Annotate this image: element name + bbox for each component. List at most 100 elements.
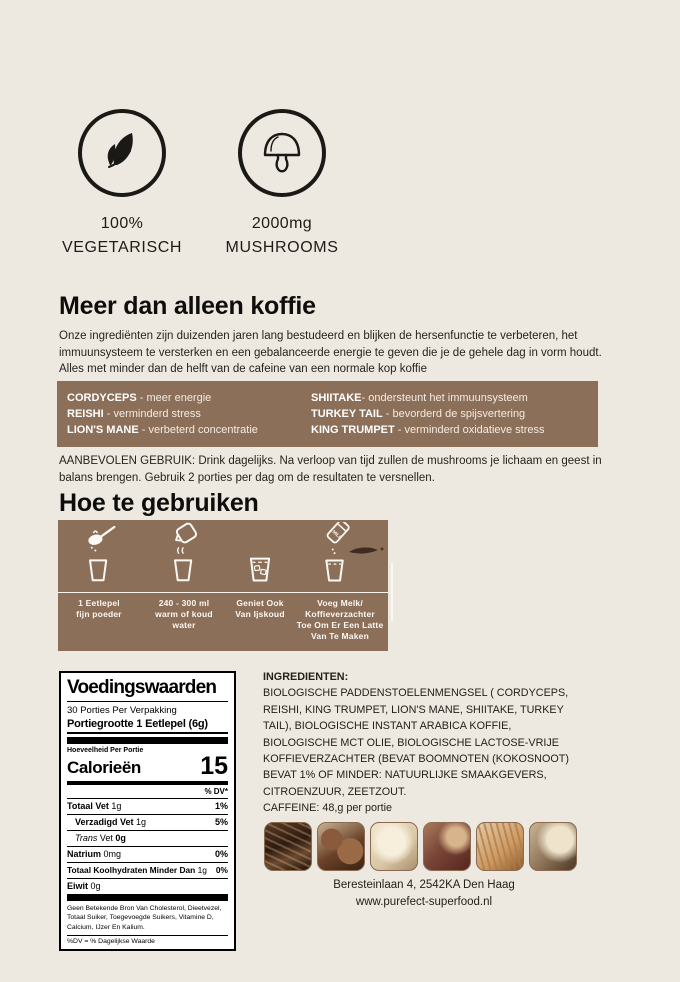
serving-size: Portiegrootte 1 Eetlepel (6g) [67, 717, 228, 735]
badge-mushrooms: 2000mg MUSHROOMS [196, 109, 368, 257]
nutrition-row-total-fat: Totaal Vet 1g 1% [67, 797, 228, 814]
row-percent: 0% [214, 849, 228, 860]
benefits-right-column: SHIITAKE- ondersteunt het immuunsysteem … [311, 390, 588, 438]
row-text: 1g [133, 817, 147, 828]
nutrition-facts-label: Voedingswaarden 30 Porties Per Verpakkin… [59, 671, 236, 952]
website-link[interactable]: www.purefect-superfood.nl [355, 895, 493, 908]
row-text: Vet [97, 833, 116, 844]
row-bold: Totaal Koolhydraten Minder Dan [67, 865, 196, 876]
steps-divider [58, 592, 388, 593]
benefit-lions-mane: LION'S MANE - verbeterd concentratie [67, 422, 311, 438]
ingredients-block: INGREDIENTEN: BIOLOGISCHE PADDENSTOELENM… [263, 669, 607, 817]
row-text: 1g [195, 865, 207, 876]
divider-medium [67, 780, 228, 785]
dv-header: % DV* [204, 786, 228, 796]
decorative-line [391, 563, 393, 621]
step-captions-row: 1 Eetlepel fijn poeder 240 - 300 ml warm… [58, 593, 388, 642]
calories-label: Calorieën [67, 757, 141, 777]
footer: Beresteinlaan 4, 2542KA Den Haag www.pur… [244, 877, 604, 910]
badge-vegetarian: 100% VEGETARISCH [36, 109, 208, 257]
nutrition-row-trans-fat: Trans Vet 0g [67, 829, 228, 846]
spoon-powder-icon [58, 522, 140, 588]
how-to-heading: Hoe te gebruiken [59, 489, 259, 517]
row-text: 0mg [101, 849, 122, 860]
usage-note: AANBEVOLEN GEBRUIK: Drink dagelijks. Na … [59, 455, 602, 484]
benefit-name: CORDYCEPS [67, 392, 137, 404]
servings-per-pack: 30 Porties Per Verpakking [67, 704, 177, 716]
ingredients-body: BIOLOGISCHE PADDENSTOELENMENGSEL ( CORDY… [263, 687, 569, 815]
turkey-tail-photo [264, 822, 312, 871]
benefits-left-column: CORDYCEPS - meer energie REISHI - vermin… [67, 390, 311, 438]
step-icons-row: MILK [58, 520, 388, 592]
nutrition-row-carbs: Totaal Koolhydraten Minder Dan 1g 0% [67, 861, 228, 878]
row-text: 1g [108, 801, 122, 812]
benefits-banner: CORDYCEPS - meer energie REISHI - vermin… [57, 381, 598, 447]
row-percent: 0% [215, 865, 228, 876]
row-bold: Verzadigd Vet [75, 817, 134, 828]
row-bold: Totaal Vet [67, 801, 109, 812]
benefit-shiitake: SHIITAKE- ondersteunt het immuunsysteem [311, 390, 588, 406]
benefit-name: REISHI [67, 408, 104, 420]
nutrition-row-protein: Eiwit 0g [67, 877, 228, 894]
badge-label: VEGETARISCH [61, 239, 183, 256]
calories-row: Calorieën 15 [67, 752, 228, 781]
badge-label: MUSHROOMS [225, 239, 339, 256]
page-title: Meer dan alleen koffie [59, 292, 316, 320]
dv-note: %DV = % Dagelijkse Waarde [67, 935, 228, 945]
benefit-turkey-tail: TURKEY TAIL - bevorderd de spijsverterin… [311, 406, 588, 422]
benefit-desc: - bevorderd de spijsvertering [382, 408, 526, 420]
leaf-icon [107, 133, 133, 168]
mushroom-icon [263, 132, 301, 173]
row-italic: Trans [75, 833, 98, 844]
benefit-name: TURKEY TAIL [311, 408, 383, 420]
row-bold: Natrium [67, 849, 102, 860]
benefit-cordyceps: CORDYCEPS - meer energie [67, 390, 311, 406]
step-caption-1: 1 Eetlepel fijn poeder [76, 598, 122, 620]
iced-cup-icon [228, 522, 292, 588]
row-text: 0g [88, 881, 101, 892]
benefit-desc: - meer energie [136, 392, 212, 404]
benefit-desc: - ondersteunt het immuunsysteem [361, 392, 528, 404]
ingredients-heading: INGREDIENTEN: [263, 671, 349, 683]
benefit-desc: - verminderd oxidatieve stress [394, 424, 545, 436]
divider [67, 700, 228, 702]
row-bold-qty: 0g [115, 833, 126, 844]
shiitake-photo [317, 822, 365, 871]
benefit-name: KING TRUMPET [311, 424, 395, 436]
row-percent: 5% [214, 817, 228, 828]
benefit-desc: - verminderd stress [103, 408, 201, 420]
benefit-name: SHIITAKE [311, 392, 362, 404]
cordyceps-photo [476, 822, 524, 871]
benefit-desc: - verbeterd concentratie [138, 424, 258, 436]
svg-text:MILK: MILK [331, 529, 343, 541]
nutrition-footnote: Geen Betekende Bron Van Cholesterol, Die… [67, 904, 222, 931]
maitake-photo [529, 822, 577, 871]
step-caption-3: Geniet Ook Van Ijskoud [235, 598, 285, 620]
divider-thick [67, 893, 228, 901]
address-line: Beresteinlaan 4, 2542KA Den Haag [333, 879, 515, 891]
row-bold: Eiwit [67, 881, 89, 892]
benefit-name: LION'S MANE [67, 424, 139, 436]
step-caption-4: Voeg Melk/ Koffieverzachter Toe Om Er Ee… [296, 598, 384, 642]
step-caption-2: 240 - 300 ml warm of koud water [155, 598, 213, 631]
nutrition-row-sodium: Natrium 0mg 0% [67, 845, 228, 862]
mushroom-icon [238, 109, 326, 197]
mushroom-photo-strip [264, 822, 577, 871]
badge-value: 2000mg [251, 215, 313, 232]
benefit-reishi: REISHI - verminderd stress [67, 406, 311, 422]
divider-thick [67, 737, 228, 745]
row-percent: 1% [214, 801, 228, 812]
reishi-photo [423, 822, 471, 871]
kettle-pour-icon [140, 522, 228, 588]
amount-per-serving: Hoeveelheid Per Portie [67, 747, 144, 755]
splash-icon [348, 544, 386, 563]
leaf-icon [78, 109, 166, 197]
intro-paragraph: Onze ingrediënten zijn duizenden jaren l… [59, 330, 602, 376]
nutrition-row-saturated-fat: Verzadigd Vet 1g 5% [67, 813, 228, 830]
how-to-panel: MILK 1 Eetlepel fijn poeder 240 - 300 ml… [58, 520, 388, 651]
calories-value: 15 [200, 752, 228, 781]
benefit-king-trumpet: KING TRUMPET - verminderd oxidatieve str… [311, 422, 588, 438]
lions-mane-photo [370, 822, 418, 871]
milk-pour-icon: MILK [292, 522, 388, 588]
badge-value: 100% [100, 215, 144, 232]
